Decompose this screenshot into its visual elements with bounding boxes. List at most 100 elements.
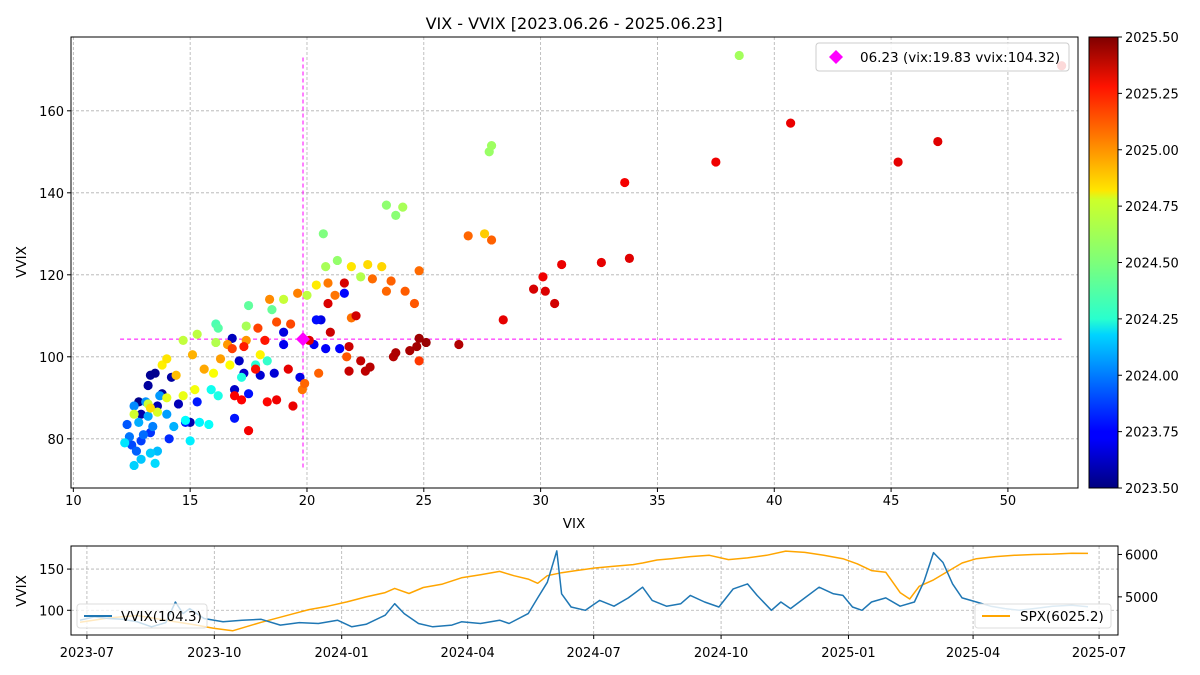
colorbar-tick-label: 2025.25 (1125, 87, 1179, 102)
scatter-point (129, 460, 139, 471)
y-tick-label: 80 (47, 433, 64, 448)
scatter-point (129, 409, 139, 419)
scatter-point (229, 391, 240, 401)
scatter-point (421, 337, 431, 348)
sub-right-tick-label: 6000 (1125, 548, 1158, 563)
scatter-point (180, 415, 191, 425)
scatter-point (342, 352, 352, 362)
scatter-point (286, 319, 296, 329)
colorbar-tick-label: 2024.00 (1125, 369, 1179, 384)
scatter-point (152, 407, 163, 417)
scatter-point (323, 298, 333, 309)
legend: 06.23 (vix:19.83 vvix:104.32) (815, 42, 1070, 72)
sub-y-axis-label: VVIX (14, 575, 30, 607)
scatter-point (243, 389, 254, 399)
main-plot-frame (70, 36, 1079, 489)
sub-legend-vvix-box (76, 603, 208, 629)
scatter-point (162, 354, 172, 364)
scatter-point (192, 329, 202, 339)
scatter-point (208, 368, 219, 378)
scatter-point (311, 280, 321, 290)
scatter-point (335, 344, 345, 354)
scatter-point (272, 317, 282, 327)
scatter-point (344, 341, 354, 352)
scatter-point (241, 321, 251, 331)
sub-plot-frame (70, 545, 1119, 636)
scatter-point (363, 259, 373, 270)
sub-x-ticks: 2023-07 2023-10 2024-01 2024-04 2024-07 2024-… (60, 635, 1126, 661)
sub-left-y-ticks: 100 150 (39, 563, 71, 619)
current-marker (296, 332, 311, 347)
scatter-point (260, 335, 270, 345)
scatter-point (414, 333, 424, 343)
scatter-point (344, 366, 354, 376)
sub-left-tick-label: 100 (39, 604, 64, 619)
scatter-point (229, 413, 240, 423)
colorbar-tick-label: 2025.50 (1125, 31, 1179, 46)
sub-x-tick-label: 2025-01 (821, 646, 875, 661)
scatter-point (236, 395, 247, 405)
scatter-point (194, 417, 205, 427)
scatter-point (243, 300, 254, 311)
scatter-point (381, 200, 392, 210)
scatter-point (351, 311, 361, 321)
scatter-point (199, 364, 209, 374)
scatter-point (120, 438, 130, 448)
scatter-point (332, 255, 342, 266)
scatter-point (498, 315, 508, 325)
scatter-point (262, 397, 272, 407)
scatter-point (398, 202, 408, 212)
scatter-point (173, 399, 184, 409)
sub-x-tick-label: 2024-07 (567, 646, 621, 661)
scatter-point (540, 286, 550, 296)
scatter-point (243, 426, 254, 436)
scatter-point (279, 294, 289, 304)
scatter-point (412, 341, 422, 352)
sub-left-tick-label: 150 (39, 563, 64, 578)
scatter-point (321, 262, 331, 272)
scatter-point (136, 454, 146, 464)
scatter-point (155, 391, 165, 401)
scatter-point (162, 393, 172, 403)
scatter-point (162, 409, 172, 419)
colorbar-tick-label: 2023.75 (1125, 426, 1179, 441)
x-tick-label: 30 (532, 494, 549, 509)
x-tick-label: 25 (416, 494, 433, 509)
scatter-point (215, 354, 226, 364)
scatter-point (405, 346, 415, 356)
main-y-ticks: 80 100 120 140 160 (39, 105, 71, 448)
scatter-point (213, 391, 223, 401)
current-point-diamond (296, 332, 311, 347)
scatter-point (178, 335, 188, 345)
scatter-point (596, 257, 606, 268)
y-tick-label: 140 (39, 187, 64, 202)
scatter-point (169, 421, 179, 432)
scatter-point (409, 298, 420, 309)
scatter-point (323, 278, 333, 288)
scatter-point (213, 323, 223, 333)
scatter-point (255, 350, 265, 360)
scatter-point (318, 229, 328, 239)
scatter-point (325, 327, 335, 337)
legend-label: 06.23 (vix:19.83 vvix:104.32) (860, 50, 1060, 66)
main-gridlines (71, 37, 1078, 488)
sub-right-tick-label: 5000 (1125, 591, 1158, 606)
scatter-point (893, 157, 903, 167)
x-tick-label: 10 (65, 494, 82, 509)
x-tick-label: 15 (182, 494, 199, 509)
scatter-point (538, 272, 548, 282)
scatter-point (136, 409, 146, 419)
scatter-point (143, 411, 153, 421)
scatter-point (391, 348, 401, 358)
sub-gridlines (71, 546, 1118, 635)
scatter-point (529, 284, 539, 294)
scatter-point (711, 157, 721, 167)
scatter-point (293, 288, 303, 298)
scatter-point (264, 294, 275, 304)
scatter-point (145, 403, 156, 413)
scatter-point (171, 370, 181, 380)
scatter-point (262, 356, 272, 366)
x-tick-label: 20 (299, 494, 316, 509)
scatter-point (239, 341, 249, 352)
colorbar-tick-label: 2024.75 (1125, 200, 1179, 215)
